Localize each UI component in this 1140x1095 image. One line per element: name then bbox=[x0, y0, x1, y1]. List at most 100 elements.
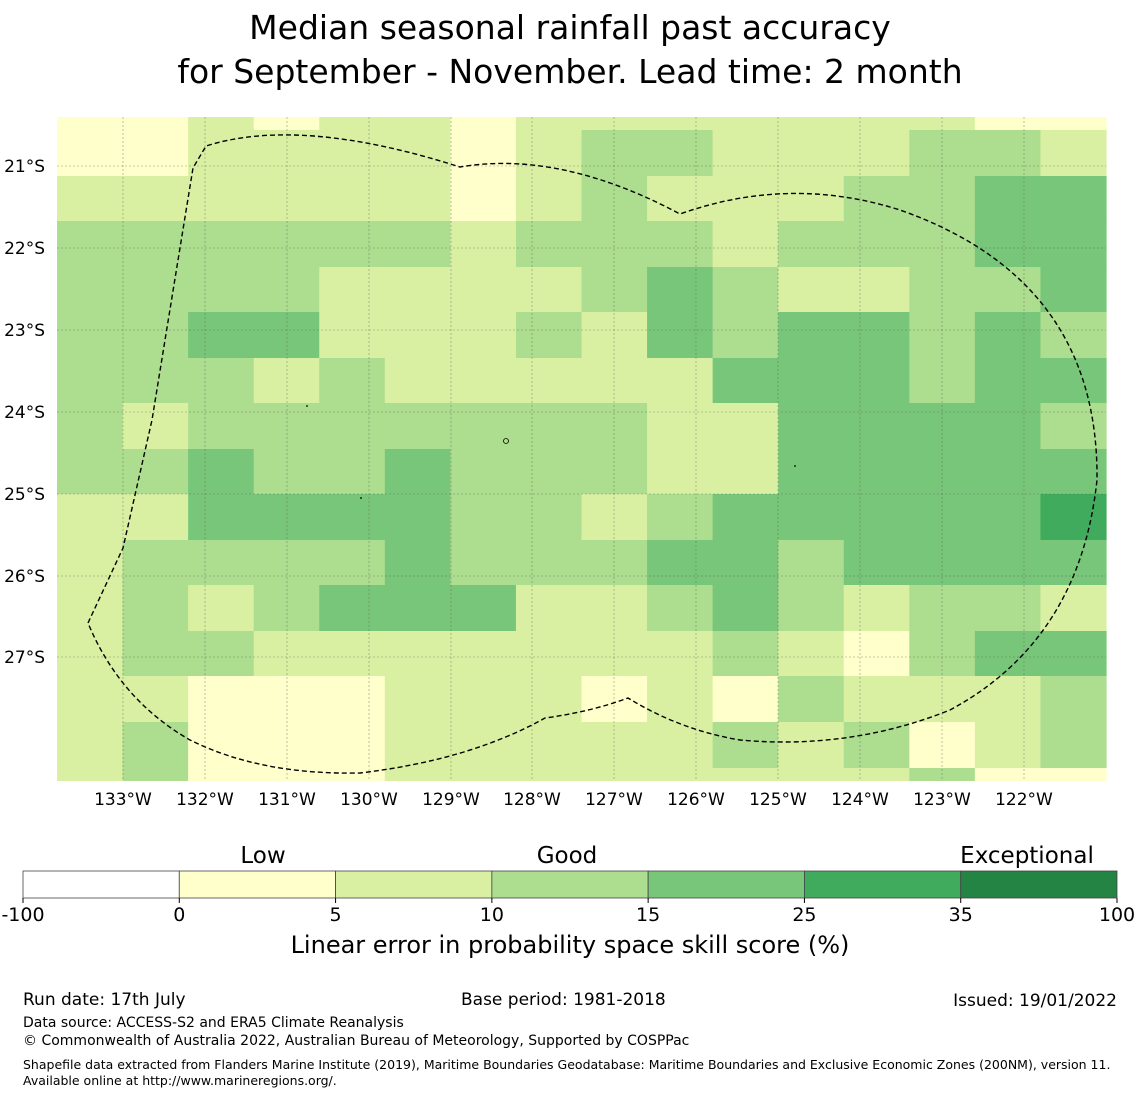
grid-cell bbox=[647, 585, 714, 632]
grid-cell bbox=[319, 358, 386, 404]
grid-cell bbox=[384, 358, 451, 404]
grid-cell bbox=[319, 585, 386, 632]
grid-cell bbox=[909, 267, 976, 313]
grid-cell bbox=[319, 540, 386, 586]
data-source: Data source: ACCESS-S2 and ERA5 Climate … bbox=[23, 1015, 404, 1031]
grid-cell bbox=[122, 722, 189, 769]
grid-cell bbox=[1040, 585, 1107, 632]
grid-cell bbox=[188, 176, 255, 222]
x-tick-label: 133°W bbox=[94, 790, 152, 810]
grid-cell bbox=[122, 585, 189, 632]
grid-cell bbox=[515, 312, 583, 359]
grid-cell bbox=[909, 722, 976, 769]
grid-cell bbox=[319, 449, 386, 495]
colorbar-tick-label: 100 bbox=[1099, 904, 1135, 926]
grid-cell bbox=[515, 540, 583, 586]
grid-cell bbox=[712, 449, 779, 495]
grid-cell bbox=[974, 221, 1042, 268]
eez-boundary bbox=[87, 134, 1098, 774]
grid-cell bbox=[909, 631, 976, 677]
grid-cell bbox=[712, 117, 779, 131]
grid-cell bbox=[57, 358, 124, 404]
grid-cell bbox=[384, 176, 451, 222]
grid-cell bbox=[1040, 540, 1107, 586]
colorbar-tick-label: 15 bbox=[636, 904, 660, 926]
grid-cell bbox=[188, 494, 255, 541]
grid-cell bbox=[384, 117, 451, 131]
run-date: Run date: 17th July bbox=[23, 990, 186, 1010]
grid-cell bbox=[974, 312, 1042, 359]
grid-cell bbox=[188, 631, 255, 677]
colorbar-tick-label: 5 bbox=[330, 904, 342, 926]
grid-cell bbox=[1040, 312, 1107, 359]
grid-cell bbox=[1040, 176, 1107, 222]
colorbar-segment bbox=[960, 870, 1118, 899]
grid-cell bbox=[778, 494, 845, 541]
grid-cell bbox=[188, 449, 255, 495]
grid-cell bbox=[647, 540, 714, 586]
grid-cell bbox=[57, 585, 124, 632]
grid-cell bbox=[974, 403, 1042, 450]
grid-cell bbox=[974, 449, 1042, 495]
grid-cell bbox=[57, 176, 124, 222]
colorbar-ticks: -100 0 5 10 15 25 35 100 bbox=[1, 898, 1135, 926]
grid-cell bbox=[188, 130, 255, 177]
grid-cell bbox=[647, 117, 714, 131]
grid-cell bbox=[647, 176, 714, 222]
grid-cell bbox=[647, 722, 714, 769]
island-marker bbox=[360, 497, 362, 499]
grid-cell bbox=[384, 312, 451, 359]
grid-cell bbox=[450, 540, 517, 586]
grid-cell bbox=[647, 631, 714, 677]
grid-cell bbox=[909, 358, 976, 404]
grid-cell bbox=[909, 494, 976, 541]
grid-cell bbox=[450, 312, 517, 359]
grid-cell bbox=[515, 449, 583, 495]
grid-cell bbox=[712, 312, 779, 359]
grid-cell bbox=[1040, 449, 1107, 495]
grid-cell bbox=[319, 631, 386, 677]
grid-cell bbox=[778, 403, 845, 450]
colorbar-segment bbox=[335, 870, 493, 899]
grid-cell bbox=[712, 221, 779, 268]
grid-cell bbox=[515, 130, 583, 177]
base-period: Base period: 1981-2018 bbox=[461, 990, 666, 1010]
map-title: Median seasonal rainfall past accuracy f… bbox=[0, 6, 1140, 94]
grid-cell bbox=[450, 221, 517, 268]
grid-cell bbox=[384, 722, 451, 769]
grid-cell bbox=[384, 449, 451, 495]
grid-cell bbox=[712, 494, 779, 541]
grid-cell bbox=[1040, 768, 1107, 781]
grid-cell bbox=[778, 540, 845, 586]
x-tick-label: 132°W bbox=[176, 790, 234, 810]
grid-cell bbox=[515, 631, 583, 677]
grid-cell bbox=[319, 403, 386, 450]
grid-cell bbox=[843, 631, 910, 677]
grid-cell bbox=[384, 676, 451, 723]
grid-cell bbox=[712, 585, 779, 632]
grid-cell bbox=[188, 267, 255, 313]
colorbar-segment bbox=[491, 870, 649, 899]
grid-cell bbox=[1040, 267, 1107, 313]
grid-cell bbox=[843, 130, 910, 177]
grid-cell bbox=[581, 722, 648, 769]
grid-cell bbox=[450, 449, 517, 495]
grid-cell bbox=[778, 312, 845, 359]
grid-cell bbox=[384, 403, 451, 450]
grid-cell bbox=[515, 768, 583, 781]
colorbar: -100 0 5 10 15 25 35 100 bbox=[1, 870, 1135, 926]
grid-cells bbox=[57, 117, 1107, 781]
grid-cell bbox=[974, 768, 1042, 781]
grid-cell bbox=[843, 117, 910, 131]
grid-cell bbox=[57, 676, 124, 723]
grid-cell bbox=[515, 494, 583, 541]
grid-cell bbox=[843, 676, 910, 723]
grid-cell bbox=[974, 631, 1042, 677]
grid-cell bbox=[909, 403, 976, 450]
grid-cell bbox=[57, 221, 124, 268]
grid-cell bbox=[57, 117, 124, 131]
y-tick-label: 27°S bbox=[4, 648, 45, 668]
grid-cell bbox=[712, 676, 779, 723]
grid-cell bbox=[57, 722, 124, 769]
grid-cell bbox=[515, 676, 583, 723]
